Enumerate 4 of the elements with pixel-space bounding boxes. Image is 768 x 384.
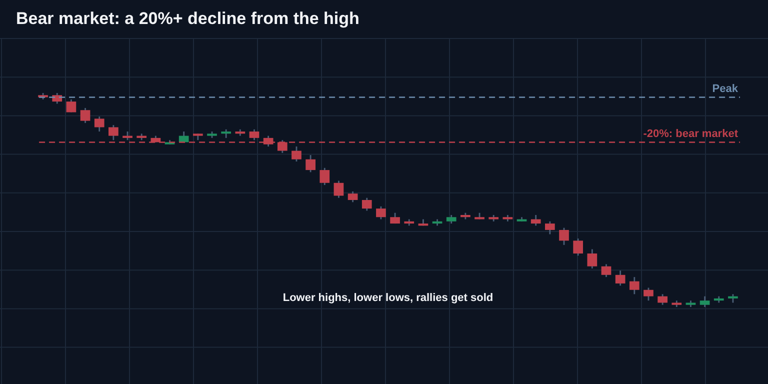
ref-line-label: Peak (712, 82, 739, 95)
annotation: Lower highs, lower lows, rallies get sold (282, 292, 494, 304)
ref-line-label: -20%: bear market (643, 128, 738, 140)
chart-title: Bear market: a 20%+ decline from the high (16, 9, 360, 29)
